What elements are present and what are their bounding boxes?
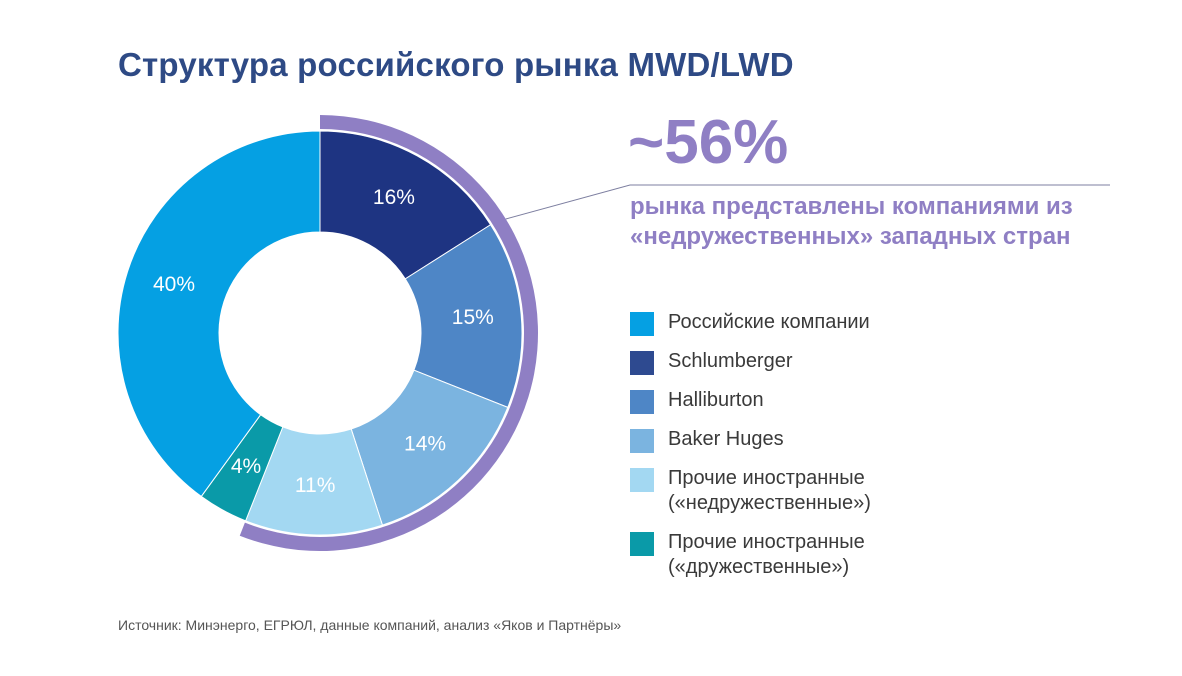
donut-slice xyxy=(117,130,321,498)
legend-swatch xyxy=(630,312,654,336)
page-title: Структура российского рынка MWD/LWD xyxy=(118,46,794,83)
legend-label: Российские компании xyxy=(668,311,870,333)
slice-label: 15% xyxy=(452,306,494,329)
slice-label: 11% xyxy=(295,474,335,497)
donut-slice xyxy=(319,130,492,280)
legend-swatch xyxy=(630,429,654,453)
donut-slice xyxy=(350,369,509,526)
legend-swatch xyxy=(630,390,654,414)
legend-swatch xyxy=(630,532,654,556)
source-note: Источник: Минэнерго, ЕГРЮЛ, данные компа… xyxy=(118,617,622,633)
slice-label: 4% xyxy=(231,455,261,478)
slice-label: 16% xyxy=(373,186,415,209)
highlight-description: рынка представлены компаниями из «недруж… xyxy=(630,193,1073,250)
legend-label: Прочие иностранные («недружественные») xyxy=(668,467,871,514)
legend-label: Прочие иностранные («дружественные») xyxy=(668,531,865,578)
legend-label: Halliburton xyxy=(668,389,764,411)
slice-label: 40% xyxy=(153,273,195,296)
legend-swatch xyxy=(630,351,654,375)
highlight-percentage: ~56% xyxy=(628,108,789,177)
legend-swatch xyxy=(630,468,654,492)
legend-label: Schlumberger xyxy=(668,350,793,372)
slice-label: 14% xyxy=(404,432,446,455)
legend-label: Baker Huges xyxy=(668,428,784,450)
connector-line xyxy=(505,184,1110,220)
donut-slice xyxy=(404,224,523,409)
